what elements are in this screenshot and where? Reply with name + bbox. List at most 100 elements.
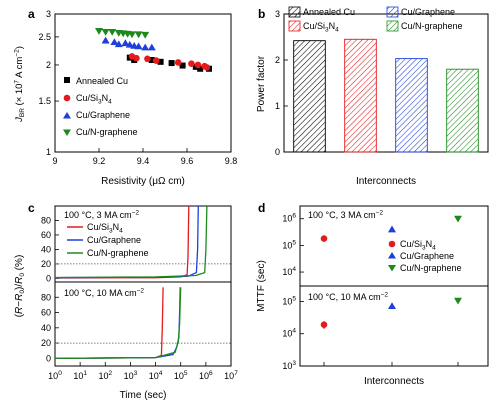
panel-a-ytick-label-2: 2 xyxy=(46,60,51,70)
legend-label-cu-n-graphene: Cu/N-graphene xyxy=(76,127,138,137)
panel-d-point-cu-n-graphene xyxy=(454,215,462,223)
panel-d-ytick-label-3: 103 xyxy=(282,360,296,371)
panel-a-point-cu-n-graphene xyxy=(134,31,143,39)
panel-d: 104 105 106 103 104 105 100 °C, 3 MA cm−2 100… xyxy=(256,205,489,387)
panel-c-ytick-label-0: 0 xyxy=(46,273,51,283)
panel-d-ytick-label-5: 105 xyxy=(282,239,296,250)
panel-a-point-annealed-cu xyxy=(157,58,164,65)
panel-c-ytick-label-80: 80 xyxy=(41,292,51,302)
panel-a-point-cu-graphene xyxy=(110,38,119,46)
panel-d-bottom-condition: 100 °C, 10 MA cm−2 xyxy=(308,292,388,303)
legend-label-cu-graphene-c: Cu/Graphene xyxy=(87,235,141,245)
panel-a-point-cu-si3n4 xyxy=(194,61,202,69)
panel-c-ytick-label-60: 60 xyxy=(41,308,51,318)
legend-label-cu-graphene-d: Cu/Graphene xyxy=(400,251,454,261)
panel-c-ytick-label-40: 40 xyxy=(41,244,51,254)
panel-a-xtick-label-9-8: 9.8 xyxy=(225,156,238,166)
panel-c-xtick-label-2: 102 xyxy=(98,370,112,381)
panel-d-ytick-label-6: 106 xyxy=(282,213,296,224)
panel-b-ytick-label-1: 1 xyxy=(275,101,280,111)
panel-d-point-cu-graphene xyxy=(388,302,396,310)
panel-c-bottom-frame xyxy=(54,281,232,367)
panel-b-bar-annealed-cu xyxy=(293,40,326,153)
panel-b-ytick-label-0: 0 xyxy=(275,147,280,157)
panel-c-legend: Cu/Si3N4 Cu/Graphene Cu/N-graphene xyxy=(67,222,149,258)
legend-marker-cu-si3n4-d xyxy=(388,240,396,248)
panel-c: 100 101 102 103 104 105 106 107 0 20 40 60 80 0 20 40 60… xyxy=(14,205,238,401)
panel-a-xtick-label-9-6: 9.6 xyxy=(181,156,194,166)
panel-c-lines xyxy=(54,205,231,360)
panel-label-c: c xyxy=(28,201,35,215)
panel-a-point-cu-graphene xyxy=(114,40,123,48)
panel-a-point-cu-n-graphene xyxy=(108,28,117,36)
panel-d-legend: Cu/Si3N4 Cu/Graphene Cu/N-graphene xyxy=(388,239,462,273)
legend-label-cu-graphene: Cu/Graphene xyxy=(76,110,130,120)
panel-c-ytick-label-40: 40 xyxy=(41,323,51,333)
panel-a-point-cu-si3n4 xyxy=(188,60,195,67)
panel-d-ytick-label-4: 104 xyxy=(282,328,296,339)
panel-d-top-condition: 100 °C, 3 MA cm−2 xyxy=(308,210,383,221)
panel-c-line-cu-n-graphene xyxy=(54,287,182,360)
legend-label-cu-si3n4-d: Cu/Si3N4 xyxy=(400,239,436,252)
panel-a-point-cu-n-graphene xyxy=(141,31,150,39)
panel-a-xtick-label-9: 9 xyxy=(52,156,57,166)
panel-d-ytick-label-4: 104 xyxy=(282,266,296,277)
panel-c-ytick-label-0: 0 xyxy=(46,353,51,363)
panel-b-bars xyxy=(293,38,479,153)
panel-c-xtick-label-5: 105 xyxy=(174,370,188,381)
panel-a-marks xyxy=(95,28,212,72)
panel-a-legend: Annealed Cu Cu/Si3N4 Cu/Graphene Cu/N-gr… xyxy=(63,76,138,137)
panel-b-bar-cu-graphene xyxy=(395,58,428,153)
panel-d-point-cu-si3n4 xyxy=(320,321,328,329)
legend-label-cu-n-graphene-c: Cu/N-graphene xyxy=(87,248,149,258)
legend-label-cu-si3n4-b: Cu/Si3N4 xyxy=(303,21,339,34)
panel-a-ticks: 9 9.2 9.4 9.6 9.8 1 1.5 2 2.5 3 xyxy=(38,9,237,166)
panel-a-ylabel: JBR (× 107 A cm−2) xyxy=(14,46,27,123)
panel-a-point-cu-si3n4 xyxy=(144,55,151,63)
panel-a-ytick-label-3: 3 xyxy=(46,9,51,19)
panel-c-top-condition: 100 °C, 3 MA cm−2 xyxy=(64,210,139,221)
legend-marker-cu-graphene-d xyxy=(388,252,396,259)
panel-d-ytick-label-5: 105 xyxy=(282,295,296,306)
legend-label-cu-si3n4: Cu/Si3N4 xyxy=(76,93,112,106)
panel-a-xtick-label-9-4: 9.4 xyxy=(137,156,150,166)
legend-marker-cu-n-graphene-d xyxy=(388,265,396,272)
legend-label-cu-graphene-b: Cu/Graphene xyxy=(401,7,455,17)
panel-a-point-annealed-cu xyxy=(197,65,204,72)
panel-c-xtick-label-1: 101 xyxy=(73,370,87,381)
panel-a-point-cu-graphene xyxy=(134,42,143,50)
panel-a: 9 9.2 9.4 9.6 9.8 1 1.5 2 2.5 3 Annealed Cu Cu/Si… xyxy=(14,9,238,187)
panel-b-ticks: 0 1 2 3 xyxy=(275,9,288,157)
panel-d-point-cu-n-graphene xyxy=(454,297,462,305)
legend-label-annealed-cu-b: Annealed Cu xyxy=(303,7,355,17)
panel-a-ytick-label-2-5: 2.5 xyxy=(38,32,51,42)
panel-a-point-cu-graphene xyxy=(121,39,130,47)
legend-swatch-cu-si3n4 xyxy=(288,20,301,32)
legend-label-cu-n-graphene-b: Cu/N-graphene xyxy=(401,21,463,31)
panel-b-ylabel: Power factor xyxy=(256,55,267,112)
panel-c-line-cu-n-graphene xyxy=(54,205,208,279)
panel-b-bar-cu-si3n4 xyxy=(344,38,377,153)
panel-a-point-cu-si3n4 xyxy=(133,54,140,62)
panel-d-ylabel: MTTF (sec) xyxy=(256,260,267,312)
panel-a-point-annealed-cu xyxy=(179,62,186,69)
legend-label-cu-si3n4-c: Cu/Si3N4 xyxy=(87,222,123,235)
panel-label-d: d xyxy=(258,201,265,215)
panel-d-point-cu-graphene xyxy=(388,225,396,233)
panel-a-point-cu-graphene xyxy=(125,40,134,48)
legend-label-annealed-cu: Annealed Cu xyxy=(76,76,128,86)
panel-a-point-cu-si3n4 xyxy=(203,64,211,71)
panel-c-xtick-label-6: 106 xyxy=(199,370,213,381)
panel-b: 0 1 2 3 Annealed Cu Cu/Graphene Cu/Si3N4 Cu… xyxy=(256,6,489,187)
panel-d-bottom-frame xyxy=(299,285,489,367)
panel-d-point-cu-si3n4 xyxy=(320,235,328,242)
panel-c-xtick-label-3: 103 xyxy=(124,370,138,381)
panel-a-point-annealed-cu xyxy=(148,57,155,64)
panel-b-legend: Annealed Cu Cu/Graphene Cu/Si3N4 Cu/N-gr… xyxy=(288,6,463,34)
panel-b-xlabel: Interconnects xyxy=(356,176,416,187)
panel-a-ytick-label-1-5: 1.5 xyxy=(38,96,51,106)
legend-marker-cu-n-graphene xyxy=(63,129,71,136)
panel-a-point-cu-n-graphene xyxy=(95,28,103,35)
panel-c-ytick-label-60: 60 xyxy=(41,230,51,240)
